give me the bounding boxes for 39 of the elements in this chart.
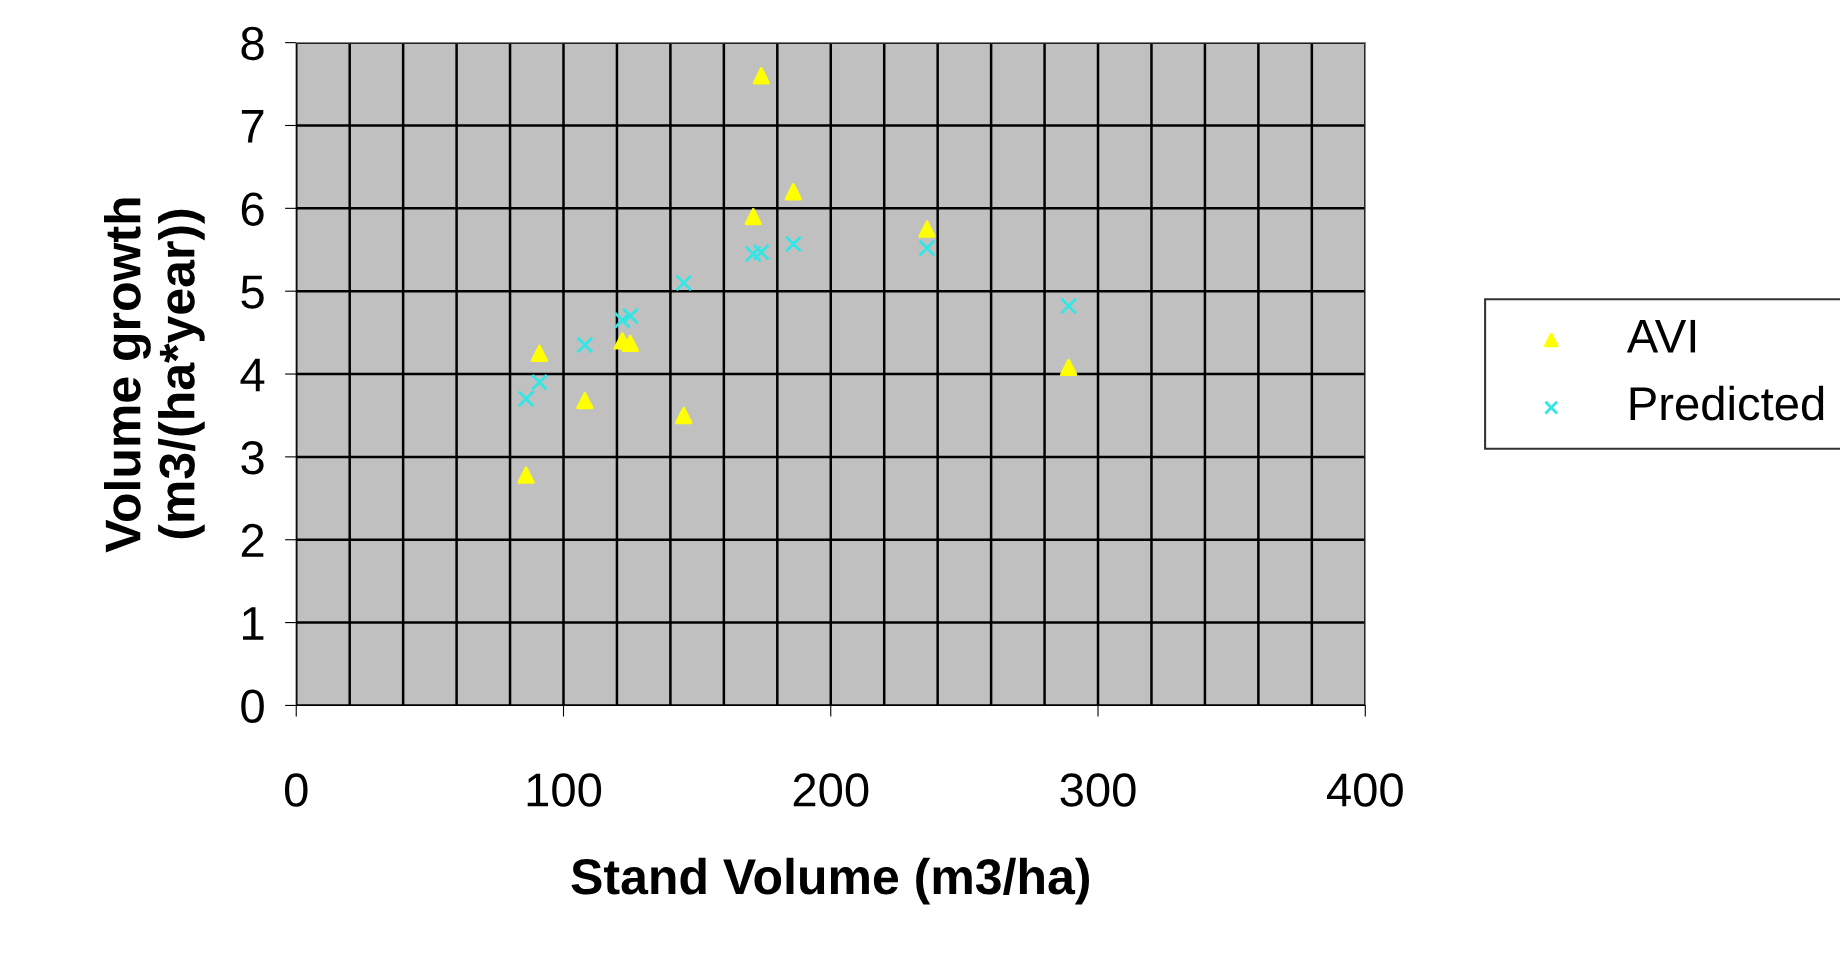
y-tick-label: 6 — [241, 192, 264, 226]
point — [675, 406, 693, 425]
y-tick-label: 4 — [240, 358, 265, 392]
point — [784, 183, 803, 201]
point — [784, 235, 803, 253]
point — [752, 243, 770, 261]
y-axis-title: Volume growth (m3/(ha*year)) — [104, 198, 205, 553]
point — [752, 67, 770, 85]
x-axis-title: Stand Volume (m3/ha) — [571, 857, 1089, 905]
legend-label: Predicted — [1630, 385, 1824, 421]
point — [621, 307, 639, 325]
point — [517, 390, 535, 408]
x-tick-label: 400 — [1326, 773, 1403, 807]
point — [1059, 358, 1078, 377]
point — [613, 311, 631, 329]
y-tick-label: 0 — [241, 689, 264, 724]
point — [576, 391, 594, 410]
y-tick-label: 7 — [241, 110, 264, 143]
point — [744, 245, 762, 263]
point — [530, 373, 549, 391]
y-tick-label: 3 — [241, 441, 264, 475]
y-tick-label: 8 — [241, 26, 264, 61]
y-tick-label: 1 — [243, 607, 264, 640]
y-tick-label: 2 — [241, 523, 264, 557]
point — [621, 334, 639, 353]
point — [530, 344, 549, 362]
x-tick-label: 100 — [527, 773, 602, 807]
point — [744, 207, 762, 226]
point — [576, 336, 594, 354]
x-tick-label: 300 — [1060, 773, 1136, 807]
point — [918, 239, 936, 257]
x-tick-label: 0 — [284, 773, 308, 807]
y-tick-label: 5 — [241, 275, 264, 309]
point — [918, 220, 936, 238]
point — [517, 466, 535, 484]
point — [1059, 297, 1078, 315]
x-tick-label: 200 — [793, 773, 869, 807]
point — [675, 274, 693, 292]
legend-label: AVI — [1626, 319, 1696, 353]
